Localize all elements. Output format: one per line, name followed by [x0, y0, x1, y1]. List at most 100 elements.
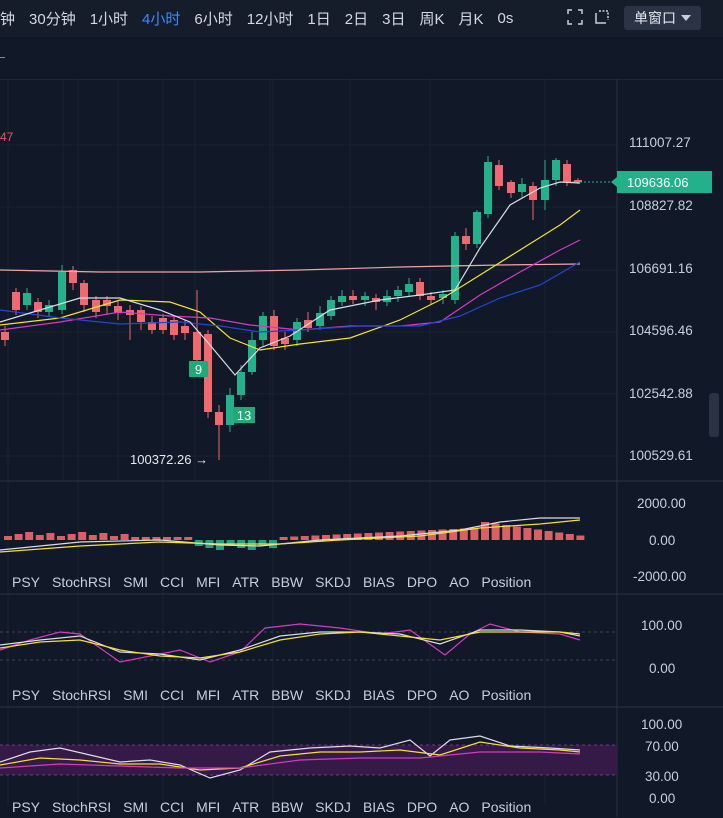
timeframe-toolbar: 钟 30分钟 1小时 4小时 6小时 12小时 1日 2日 3日 周K 月K 0s 单窗口: [0, 0, 723, 37]
current-price-value: 109636.06: [627, 174, 689, 190]
indicator-tab[interactable]: PSY: [12, 799, 41, 815]
indicator-tab[interactable]: AO: [449, 799, 470, 815]
indicator-tab[interactable]: StochRSI: [52, 574, 112, 590]
panel3-y-tick: 100.00: [641, 717, 683, 732]
timeframe-button[interactable]: 4小时: [142, 11, 181, 28]
volume-bar: [258, 540, 267, 546]
volume-bar: [131, 537, 140, 540]
timeframe-button[interactable]: 0s: [497, 10, 514, 27]
panel1-y-tick: 0.00: [649, 533, 676, 548]
volume-bar: [449, 529, 458, 540]
volume-bar: [57, 536, 65, 540]
candle-body: [349, 296, 357, 300]
indicator-tabs-panel3: PSY StochRSI SMI CCI MFI ATR BBW SKDJ BIAS DPO AO P…: [0, 796, 617, 818]
drawing-subbar: [0, 37, 723, 80]
candle-body: [451, 236, 459, 300]
timeframe-button[interactable]: 钟: [0, 11, 16, 28]
candle-body: [552, 160, 560, 180]
indicator-tab[interactable]: DPO: [406, 799, 438, 815]
volume-bar: [173, 537, 182, 540]
window-mode-dropdown[interactable]: 单窗口: [624, 6, 701, 30]
candle-body: [181, 326, 189, 333]
main-y-tick: 102542.88: [629, 386, 693, 401]
indicator-tab[interactable]: ATR: [232, 799, 260, 815]
timeframe-button[interactable]: 2日: [344, 11, 369, 28]
indicator-tab[interactable]: MFI: [196, 574, 221, 590]
timeframe-button[interactable]: 1日: [307, 11, 331, 28]
indicator-tab[interactable]: PSY: [12, 687, 41, 703]
indicator-tab[interactable]: ATR: [232, 574, 260, 590]
candle-body: [1, 332, 9, 340]
panel3-y-tick: 30.00: [645, 769, 679, 784]
candle-body: [416, 282, 424, 296]
candle-body: [92, 300, 100, 312]
indicator-tab[interactable]: BBW: [271, 574, 304, 590]
timeframe-button[interactable]: 周K: [419, 11, 445, 28]
window-mode-label: 单窗口: [634, 10, 676, 26]
indicator-tab[interactable]: CCI: [160, 687, 185, 703]
indicator-tab[interactable]: BBW: [271, 687, 304, 703]
subbar-dash: [0, 57, 5, 58]
timeframe-button[interactable]: 3日: [382, 11, 406, 28]
timeframe-button[interactable]: 6小时: [194, 11, 233, 28]
indicator-tab[interactable]: BIAS: [362, 799, 395, 815]
panel3-y-tick: 0.00: [649, 791, 676, 806]
timeframe-button[interactable]: 月K: [458, 11, 484, 28]
candle-body: [405, 284, 413, 292]
indicator-tab[interactable]: SMI: [123, 799, 149, 815]
volume-bar: [375, 532, 383, 540]
indicator-tab[interactable]: ATR: [232, 687, 260, 703]
indicator-tab[interactable]: CCI: [160, 574, 185, 590]
timeframe-button[interactable]: 12小时: [246, 11, 294, 28]
candle-body: [372, 298, 380, 302]
indicator-tab[interactable]: SKDJ: [315, 799, 351, 815]
indicator-tab[interactable]: PSY: [12, 574, 41, 590]
indicator-tab[interactable]: MFI: [196, 687, 221, 703]
candle-body: [541, 180, 549, 200]
kline-chart-area[interactable]: [0, 79, 723, 817]
timeframe-button[interactable]: 30分钟: [29, 11, 76, 28]
candle-body: [518, 184, 526, 192]
indicator-tab[interactable]: SKDJ: [315, 574, 351, 590]
window-restore-icon[interactable]: [594, 9, 610, 25]
indicator-tab[interactable]: StochRSI: [52, 687, 112, 703]
timeframe-list: 钟 30分钟 1小时 4小时 6小时 12小时 1日 2日 3日 周K 月K 0s: [0, 8, 513, 29]
indicator-tab[interactable]: Position: [481, 799, 532, 815]
indicator-tab[interactable]: SMI: [123, 574, 149, 590]
indicator-tab[interactable]: Position: [481, 687, 532, 703]
indicator-tab[interactable]: BIAS: [362, 574, 395, 590]
indicator-tab[interactable]: AO: [449, 574, 470, 590]
indicator-tab[interactable]: BBW: [271, 799, 304, 815]
volume-bar: [353, 533, 362, 540]
indicator-tab[interactable]: DPO: [406, 687, 438, 703]
panel3-line-pink: [0, 751, 581, 769]
timeframe-button[interactable]: 1小时: [89, 11, 129, 28]
candle-body: [484, 162, 492, 214]
candle-body: [34, 302, 42, 312]
volume-bar: [25, 532, 34, 540]
indicator-tab[interactable]: SKDJ: [315, 687, 351, 703]
main-y-tick: 108827.82: [629, 198, 693, 213]
indicator-tab[interactable]: SMI: [123, 687, 149, 703]
indicator-tab[interactable]: DPO: [406, 574, 438, 590]
volume-bar: [481, 522, 489, 540]
fullscreen-icon[interactable]: [567, 9, 583, 25]
candle-body: [23, 293, 31, 305]
td-sequence-badge-9: 9: [189, 361, 208, 377]
candle-body: [495, 165, 503, 186]
price-axis-scroll-handle[interactable]: [709, 393, 719, 437]
candle-body: [237, 372, 245, 395]
candle-body: [574, 180, 582, 182]
indicator-tab[interactable]: BIAS: [362, 687, 395, 703]
indicator-tabs-panel1: PSY StochRSI SMI CCI MFI ATR BBW SKDJ BIAS DPO AO P…: [0, 571, 617, 593]
volume-bar: [14, 534, 23, 540]
candle-body: [148, 322, 156, 330]
volume-bar: [163, 537, 171, 540]
indicator-tab[interactable]: MFI: [196, 799, 221, 815]
volume-bar: [78, 532, 87, 540]
indicator-tab[interactable]: Position: [481, 574, 532, 590]
main-y-tick: 104596.46: [629, 323, 693, 338]
indicator-tab[interactable]: AO: [449, 687, 470, 703]
indicator-tab[interactable]: CCI: [160, 799, 185, 815]
indicator-tab[interactable]: StochRSI: [52, 799, 112, 815]
